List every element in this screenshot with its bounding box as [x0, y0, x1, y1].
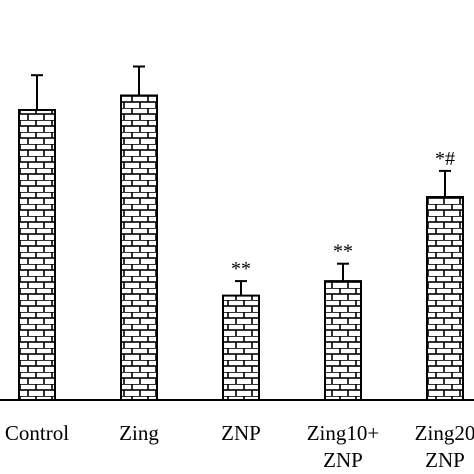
- error-bar-3: [337, 262, 349, 282]
- category-label-3-line-1: ZNP: [323, 448, 363, 472]
- category-label-4-line-0: Zing20: [415, 421, 474, 445]
- bar-2: [222, 294, 260, 402]
- category-label-3-line-0: Zing10+: [307, 421, 380, 445]
- error-bar-1: [133, 65, 145, 96]
- category-label-1: Zing: [119, 421, 159, 445]
- bar-3: [324, 280, 362, 402]
- category-label-0: Control: [5, 421, 69, 445]
- significance-label-4: *#: [435, 148, 455, 170]
- category-label-4-line-1: ZNP: [425, 448, 465, 472]
- error-bar-4: [439, 169, 451, 197]
- significance-label-3: **: [333, 241, 353, 263]
- category-labels: Control Zing ZNP Zing10+ ZNP Zing20 ZNP: [5, 421, 474, 472]
- significance-label-2: **: [231, 258, 251, 280]
- bar-0: [18, 109, 56, 401]
- category-label-2: ZNP: [221, 421, 261, 445]
- bars-layer: ** ** *#: [18, 65, 464, 402]
- error-bar-2: [235, 280, 247, 296]
- bar-4: [426, 196, 464, 401]
- error-bar-0: [31, 74, 43, 110]
- bar-1: [120, 94, 158, 401]
